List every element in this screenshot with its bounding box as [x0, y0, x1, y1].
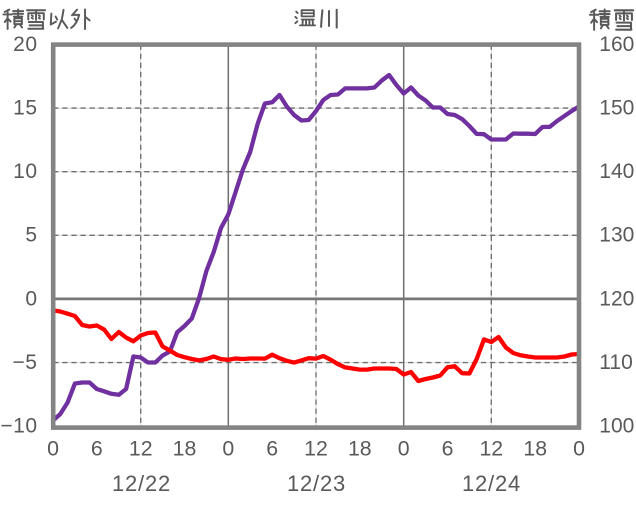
- svg-text:6: 6: [91, 437, 103, 461]
- svg-text:6: 6: [266, 437, 278, 461]
- svg-text:12/23: 12/23: [287, 471, 346, 496]
- svg-text:0: 0: [573, 437, 585, 461]
- svg-text:5: 5: [25, 224, 37, 247]
- svg-text:12/22: 12/22: [112, 471, 171, 496]
- svg-text:12/24: 12/24: [462, 471, 521, 496]
- svg-text:100: 100: [599, 415, 634, 438]
- svg-text:0: 0: [47, 437, 59, 461]
- svg-text:−10: −10: [0, 415, 37, 438]
- svg-text:18: 18: [523, 437, 547, 461]
- svg-text:130: 130: [599, 224, 634, 247]
- svg-text:15: 15: [13, 97, 37, 120]
- svg-text:6: 6: [442, 437, 454, 461]
- svg-text:110: 110: [599, 351, 632, 374]
- svg-text:18: 18: [348, 437, 372, 461]
- svg-text:0: 0: [25, 287, 37, 310]
- svg-text:120: 120: [599, 287, 634, 310]
- svg-text:12: 12: [479, 437, 503, 461]
- svg-text:150: 150: [599, 97, 634, 120]
- svg-text:0: 0: [398, 437, 410, 461]
- svg-text:18: 18: [173, 437, 197, 461]
- svg-text:−5: −5: [13, 351, 38, 374]
- svg-text:140: 140: [599, 160, 634, 183]
- svg-text:20: 20: [13, 33, 37, 56]
- svg-text:12: 12: [304, 437, 328, 461]
- svg-text:160: 160: [599, 33, 634, 56]
- svg-text:0: 0: [222, 437, 234, 461]
- svg-text:12: 12: [129, 437, 153, 461]
- svg-text:10: 10: [13, 160, 37, 183]
